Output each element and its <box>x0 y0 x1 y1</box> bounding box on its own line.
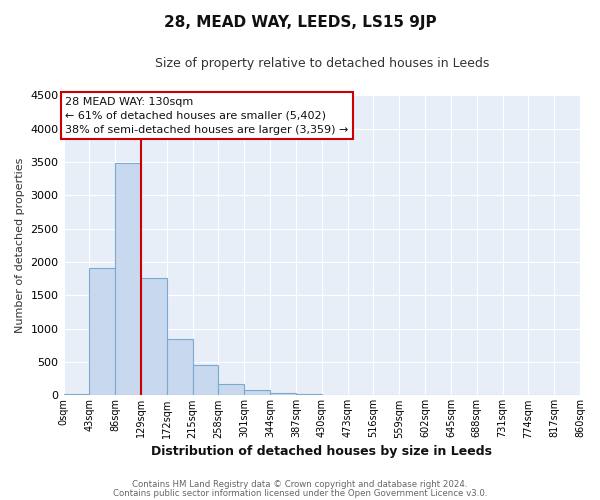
Text: Contains public sector information licensed under the Open Government Licence v3: Contains public sector information licen… <box>113 488 487 498</box>
Bar <box>270 392 296 396</box>
Bar <box>167 340 193 396</box>
Bar <box>322 395 347 396</box>
Bar <box>115 162 141 396</box>
Text: Contains HM Land Registry data © Crown copyright and database right 2024.: Contains HM Land Registry data © Crown c… <box>132 480 468 489</box>
Bar <box>64 394 89 396</box>
Y-axis label: Number of detached properties: Number of detached properties <box>15 158 25 333</box>
Bar <box>296 394 322 396</box>
Bar <box>218 384 244 396</box>
Text: 28, MEAD WAY, LEEDS, LS15 9JP: 28, MEAD WAY, LEEDS, LS15 9JP <box>164 15 436 30</box>
Text: 28 MEAD WAY: 130sqm
← 61% of detached houses are smaller (5,402)
38% of semi-det: 28 MEAD WAY: 130sqm ← 61% of detached ho… <box>65 96 349 134</box>
Bar <box>89 268 115 396</box>
Title: Size of property relative to detached houses in Leeds: Size of property relative to detached ho… <box>155 58 489 70</box>
Bar <box>244 390 270 396</box>
Bar <box>141 278 167 396</box>
Bar <box>193 365 218 396</box>
X-axis label: Distribution of detached houses by size in Leeds: Distribution of detached houses by size … <box>151 444 492 458</box>
